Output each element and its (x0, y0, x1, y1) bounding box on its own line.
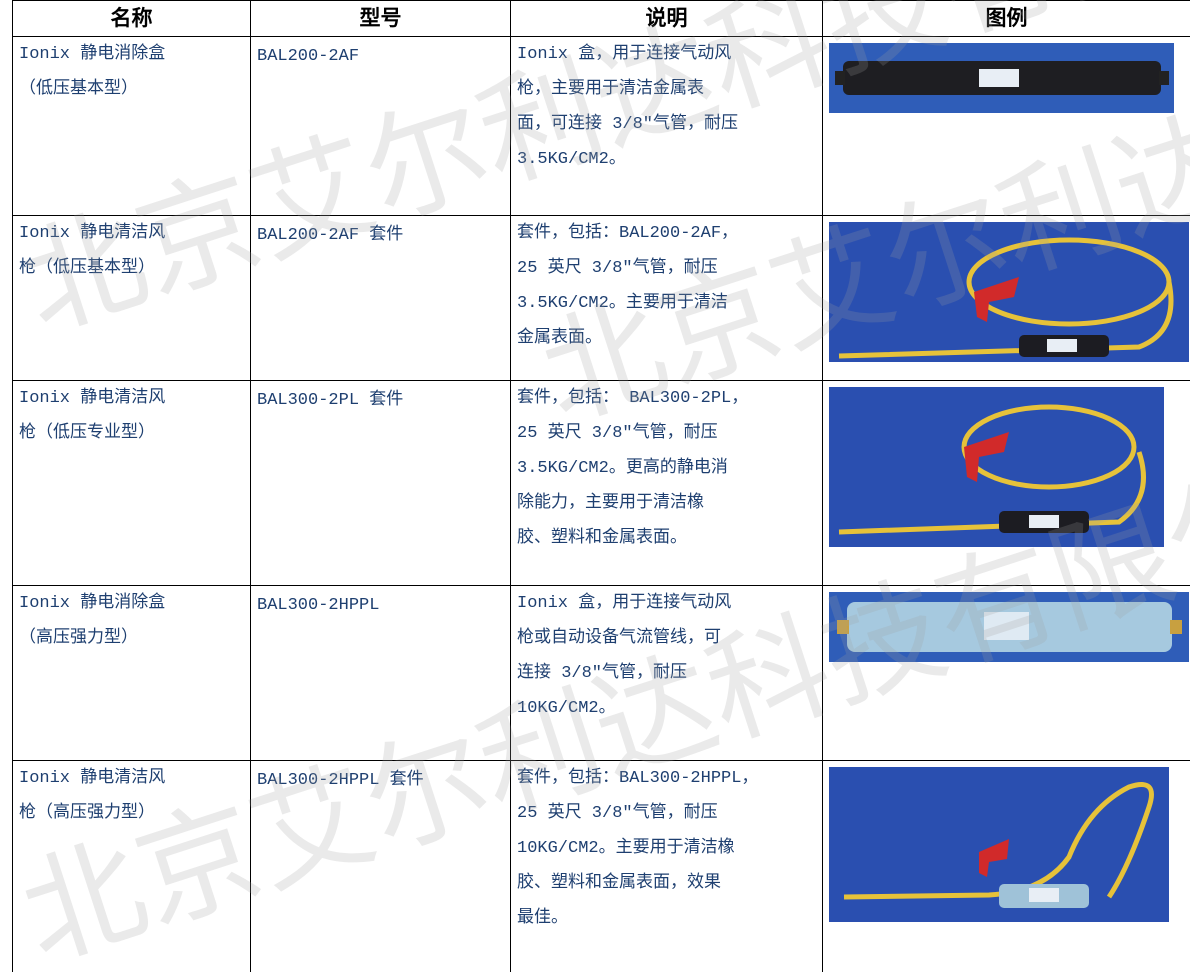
name-line: （低压基本型） (19, 80, 138, 99)
description-line: 3.5KG/CM2。更高的静电消 (517, 459, 728, 478)
description-cell: 套件，包括：BAL200-2AF， 25 英尺 3/8″气管，耐压 3.5KG/CM… (510, 215, 823, 381)
model-text: BAL300-2HPPL 套件 (257, 771, 424, 790)
image-cell (822, 760, 1190, 972)
name-line: Ionix 静电清洁风 (19, 389, 166, 408)
name-line: Ionix 静电清洁风 (19, 224, 166, 243)
header-cell: 说明 (510, 0, 823, 37)
model-cell: BAL300-2HPPL (250, 585, 511, 761)
description-line: 面，可连接 3/8″气管，耐压 (517, 115, 739, 134)
name-line: 枪（高压强力型） (19, 804, 155, 823)
name-cell: Ionix 静电消除盒 （低压基本型） (12, 36, 251, 216)
product-image (829, 387, 1164, 547)
image-cell (822, 585, 1190, 761)
table-row: Ionix 静电消除盒 （低压基本型） BAL200-2AF Ionix 盒，用于连接… (12, 36, 1190, 216)
name-line: Ionix 静电清洁风 (19, 769, 166, 788)
description-cell: 套件，包括： BAL300-2PL， 25 英尺 3/8″气管，耐压 3.5KG/C… (510, 380, 823, 586)
description-line: 套件，包括：BAL200-2AF， (517, 224, 739, 243)
description-line: 胶、塑料和金属表面，效果 (517, 874, 721, 893)
description-cell: Ionix 盒，用于连接气动风 枪或自动设备气流管线，可 连接 3/8″气管，耐压 1… (510, 585, 823, 761)
product-table: 名称 型号 说明 图例 Ionix 静电消除盒 （低压基本型） BAL200-2AF Ion… (12, 0, 1190, 972)
header-row: 名称 型号 说明 图例 (12, 0, 1190, 37)
description-cell: Ionix 盒，用于连接气动风 枪，主要用于清洁金属表面，可连接 3/8″气管，耐… (510, 36, 823, 216)
description-line: 25 英尺 3/8″气管，耐压 (517, 804, 718, 823)
description-line: 套件，包括：BAL300-2HPPL， (517, 769, 759, 788)
description-line: 除能力，主要用于清洁橡 (517, 494, 704, 513)
description-line: 枪或自动设备气流管线，可 (517, 629, 721, 648)
description-line: 连接 3/8″气管，耐压 (517, 664, 688, 683)
model-cell: BAL300-2HPPL 套件 (250, 760, 511, 972)
product-image (829, 592, 1189, 662)
header-cell: 型号 (250, 0, 511, 37)
description-cell: 套件，包括：BAL300-2HPPL， 25 英尺 3/8″气管，耐压 10KG/C… (510, 760, 823, 972)
model-cell: BAL300-2PL 套件 (250, 380, 511, 586)
header-cell: 名称 (12, 0, 251, 37)
description-line: 10KG/CM2。主要用于清洁橡 (517, 839, 735, 858)
name-line: 枪（低压基本型） (19, 259, 155, 278)
model-cell: BAL200-2AF 套件 (250, 215, 511, 381)
description-line: 套件，包括： BAL300-2PL， (517, 389, 749, 408)
description-line: 25 英尺 3/8″气管，耐压 (517, 424, 718, 443)
description-line: 金属表面。 (517, 329, 602, 348)
product-image (829, 767, 1169, 922)
description-line: 25 英尺 3/8″气管，耐压 (517, 259, 718, 278)
description-line: Ionix 盒，用于连接气动风 (517, 45, 732, 64)
name-line: Ionix 静电消除盒 (19, 594, 166, 613)
image-cell (822, 36, 1190, 216)
name-line: （高压强力型） (19, 629, 138, 648)
name-cell: Ionix 静电清洁风 枪（高压强力型） (12, 760, 251, 972)
description-line: Ionix 盒，用于连接气动风 (517, 594, 732, 613)
table-row: Ionix 静电消除盒 （高压强力型） BAL300-2HPPL Ionix 盒，用于… (12, 585, 1190, 761)
name-cell: Ionix 静电清洁风 枪（低压基本型） (12, 215, 251, 381)
table-row: Ionix 静电清洁风 枪（低压专业型） BAL300-2PL 套件 套件，包括： B… (12, 380, 1190, 586)
model-text: BAL200-2AF 套件 (257, 226, 404, 245)
product-image (829, 222, 1189, 362)
table-row: Ionix 静电清洁风 枪（高压强力型） BAL300-2HPPL 套件 套件，包括：… (12, 760, 1190, 972)
description-line: 3.5KG/CM2。 (517, 150, 626, 169)
name-cell: Ionix 静电清洁风 枪（低压专业型） (12, 380, 251, 586)
name-line: 枪（低压专业型） (19, 424, 155, 443)
image-cell (822, 215, 1190, 381)
model-text: BAL300-2HPPL (257, 596, 380, 615)
model-cell: BAL200-2AF (250, 36, 511, 216)
header-cell: 图例 (822, 0, 1190, 37)
table-row: Ionix 静电清洁风 枪（低压基本型） BAL200-2AF 套件 套件，包括：BA… (12, 215, 1190, 381)
name-cell: Ionix 静电消除盒 （高压强力型） (12, 585, 251, 761)
description-line: 10KG/CM2。 (517, 699, 616, 718)
model-text: BAL300-2PL 套件 (257, 391, 404, 410)
model-text: BAL200-2AF (257, 47, 360, 66)
description-line: 3.5KG/CM2。主要用于清洁 (517, 294, 728, 313)
name-line: Ionix 静电消除盒 (19, 45, 166, 64)
description-line: 枪，主要用于清洁金属表 (517, 80, 704, 99)
image-cell (822, 380, 1190, 586)
description-line: 最佳。 (517, 909, 568, 928)
description-line: 胶、塑料和金属表面。 (517, 529, 687, 548)
product-image (829, 43, 1174, 113)
